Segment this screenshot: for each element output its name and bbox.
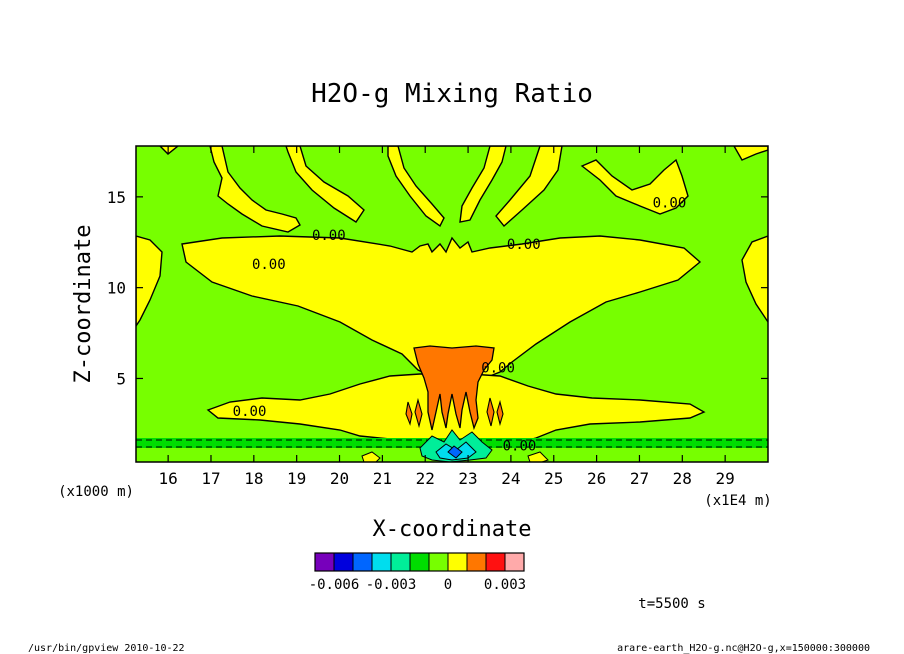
- yellow-region-right-edge: [741, 235, 768, 324]
- contour-field: [136, 146, 768, 462]
- colorbar-swatch: [447, 552, 468, 572]
- contour-labels: 0.00 0.00 0.00 0.00 0.00 0.00 0.00: [233, 195, 687, 454]
- x-tick-label: 27: [630, 469, 649, 488]
- orange-region-streak-left-2: [414, 397, 423, 429]
- colorbar-swatch: [428, 552, 449, 572]
- contour-label: 0.00: [233, 404, 267, 420]
- x-tick-label: 17: [201, 469, 220, 488]
- yellow-region-upper-center-c: [495, 146, 563, 228]
- colorbar-tick-label: 0: [444, 577, 452, 593]
- contour-label: 0.00: [312, 228, 346, 244]
- colorbar: -0.006 -0.003 0 0.003: [309, 552, 526, 593]
- x-unit-note: (x1E4 m): [704, 493, 771, 509]
- yellow-region-ground-right: [527, 451, 549, 462]
- x-tick-label: 22: [416, 469, 435, 488]
- x-tick-label: 25: [544, 469, 563, 488]
- yellow-region-top-left: [159, 146, 180, 155]
- x-tick-label: 26: [587, 469, 606, 488]
- y-tick-label: 5: [116, 369, 126, 388]
- colorbar-frame: [314, 552, 525, 572]
- orange-region-streak-right-2: [496, 399, 504, 427]
- x-tick-label: 16: [159, 469, 178, 488]
- blue-region-cells: [447, 445, 463, 459]
- yellow-region-ground-left: [361, 451, 381, 462]
- contour-label: 0.00: [252, 257, 286, 273]
- y-axis-label: Z-coordinate: [71, 225, 96, 384]
- contour-label: 0.00: [503, 439, 537, 455]
- contour-label: 0.00: [653, 195, 687, 211]
- x-tick-label: 20: [330, 469, 349, 488]
- yellow-region-upper-left: [209, 146, 301, 233]
- colorbar-swatch: [390, 552, 411, 572]
- chart-title: H2O-g Mixing Ratio: [311, 79, 593, 109]
- yellow-region-upper-center-a: [387, 146, 445, 228]
- yellow-region-top-right: [733, 146, 768, 161]
- x-tick-label: 19: [287, 469, 306, 488]
- time-label: t=5500 s: [638, 596, 705, 612]
- yellow-region-upper-left-2: [285, 146, 365, 223]
- y-axis-ticks: 5 10 15: [107, 188, 768, 388]
- footer-right: arare-earth_H2O-g.nc@H2O-g,x=150000:3000…: [617, 643, 870, 654]
- x-tick-label: 24: [501, 469, 520, 488]
- contour-label: 0.00: [507, 237, 541, 253]
- plot-area: 0.00 0.00 0.00 0.00 0.00 0.00 0.00 16 17 18 19 20 2…: [107, 145, 769, 488]
- orange-region-plume: [413, 345, 495, 431]
- x-tick-label: 29: [716, 469, 735, 488]
- yellow-region-central-band: [181, 235, 702, 381]
- x-axis-ticks: 16 17 18 19 20 21 22 23 24 25 26 27 28 29: [159, 146, 735, 488]
- footer-left: /usr/bin/gpview 2010-10-22: [28, 643, 185, 654]
- colorbar-swatch: [352, 552, 373, 572]
- y-tick-label: 15: [107, 188, 126, 207]
- yellow-region-upper-right: [580, 158, 689, 215]
- colorbar-swatch: [485, 552, 506, 572]
- y-unit-note: (x1000 m): [58, 484, 134, 500]
- colorbar-swatch: [466, 552, 487, 572]
- yellow-region-upper-center-b: [459, 146, 507, 223]
- x-tick-label: 21: [373, 469, 392, 488]
- x-tick-label: 18: [244, 469, 263, 488]
- colorbar-swatch: [371, 552, 392, 572]
- colorbar-swatch: [504, 552, 525, 572]
- colorbar-swatch: [333, 552, 354, 572]
- colorbar-tick-label: -0.003: [366, 577, 417, 593]
- colorbar-tick-label: 0.003: [484, 577, 526, 593]
- x-tick-label: 23: [458, 469, 477, 488]
- colorbar-swatch: [409, 552, 430, 572]
- colorbar-tick-label: -0.006: [309, 577, 360, 593]
- contour-label: 0.00: [481, 361, 515, 377]
- x-axis-label: X-coordinate: [373, 517, 532, 542]
- y-tick-label: 10: [107, 279, 126, 298]
- plot-frame: [135, 145, 769, 463]
- orange-region-streak-left: [405, 401, 413, 426]
- x-tick-label: 28: [673, 469, 692, 488]
- colorbar-swatch: [314, 552, 335, 572]
- orange-region-streak-right: [486, 397, 495, 427]
